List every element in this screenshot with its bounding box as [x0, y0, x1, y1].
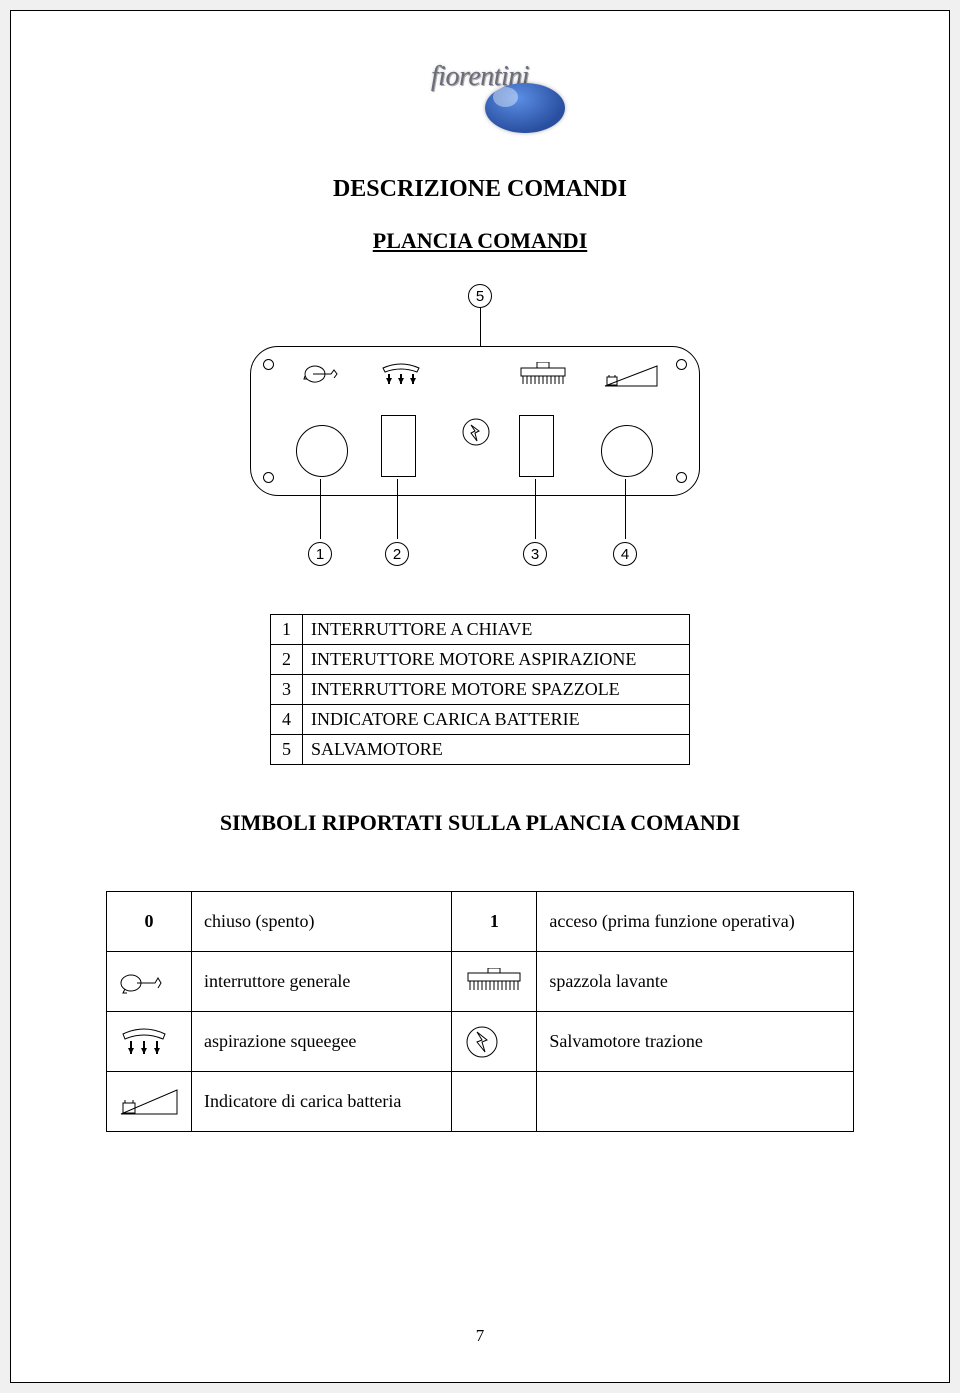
table-row: 5SALVAMOTORE — [271, 735, 690, 765]
button-4 — [601, 425, 653, 477]
battery-icon — [119, 1086, 179, 1118]
squeegee-icon — [119, 1026, 179, 1058]
symbol-cell — [107, 1072, 192, 1132]
callout-5: 5 — [468, 284, 492, 308]
battery-indicator-icon — [603, 362, 659, 390]
brush-icon — [464, 968, 524, 996]
symbol-cell — [452, 1012, 537, 1072]
row-label: INDICATORE CARICA BATTERIE — [303, 705, 690, 735]
control-panel — [250, 346, 700, 496]
table-row: interruttore generale spazzola lavante — [107, 952, 854, 1012]
symbol-cell — [452, 952, 537, 1012]
key-icon — [119, 967, 179, 997]
row-number: 4 — [271, 705, 303, 735]
controls-table: 1INTERRUTTORE A CHIAVE2INTERUTTORE MOTOR… — [270, 614, 690, 765]
squeegee-icon — [379, 362, 423, 388]
symbol-cell — [452, 1072, 537, 1132]
motor-icon — [461, 417, 491, 447]
document-page: fiorentini DESCRIZIONE COMANDI PLANCIA C… — [10, 10, 950, 1383]
symbol-cell — [107, 1012, 192, 1072]
symbol-label: Indicatore di carica batteria — [192, 1072, 452, 1132]
callout-1: 1 — [308, 542, 332, 566]
symbol-label — [537, 1072, 854, 1132]
brush-icon — [517, 362, 569, 388]
table-row: 4INDICATORE CARICA BATTERIE — [271, 705, 690, 735]
table-row: 2INTERUTTORE MOTORE ASPIRAZIONE — [271, 645, 690, 675]
symbol-cell: 0 — [107, 892, 192, 952]
section-title: SIMBOLI RIPORTATI SULLA PLANCIA COMANDI — [106, 810, 854, 836]
screw-icon — [263, 359, 274, 370]
symbol-label: interruttore generale — [192, 952, 452, 1012]
callout-4: 4 — [613, 542, 637, 566]
symbol-label: spazzola lavante — [537, 952, 854, 1012]
panel-diagram-inner: 5 — [215, 284, 745, 579]
symbols-table: 0chiuso (spento)1acceso (prima funzione … — [106, 891, 854, 1132]
row-label: INTERRUTTORE MOTORE SPAZZOLE — [303, 675, 690, 705]
motor-icon — [464, 1024, 524, 1060]
table-row: Indicatore di carica batteria — [107, 1072, 854, 1132]
row-label: INTERRUTTORE A CHIAVE — [303, 615, 690, 645]
row-label: SALVAMOTORE — [303, 735, 690, 765]
row-number: 3 — [271, 675, 303, 705]
fiorentini-logo: fiorentini — [385, 61, 575, 136]
panel-diagram: 5 — [106, 284, 854, 579]
symbol-label: chiuso (spento) — [192, 892, 452, 952]
screw-icon — [263, 472, 274, 483]
symbol-label: Salvamotore trazione — [537, 1012, 854, 1072]
table-row: 0chiuso (spento)1acceso (prima funzione … — [107, 892, 854, 952]
page-subtitle: PLANCIA COMANDI — [106, 228, 854, 254]
leader-1 — [320, 479, 321, 539]
leader-3 — [535, 479, 536, 539]
row-number: 5 — [271, 735, 303, 765]
logo-area: fiorentini — [106, 61, 854, 136]
button-2 — [381, 415, 416, 477]
callout-3: 3 — [523, 542, 547, 566]
row-label: INTERUTTORE MOTORE ASPIRAZIONE — [303, 645, 690, 675]
symbol-cell — [107, 952, 192, 1012]
page-title: DESCRIZIONE COMANDI — [106, 176, 854, 203]
page-number: 7 — [11, 1326, 949, 1346]
screw-icon — [676, 472, 687, 483]
key-icon — [303, 362, 339, 386]
globe-icon — [485, 83, 565, 133]
button-3 — [519, 415, 554, 477]
row-number: 1 — [271, 615, 303, 645]
button-1 — [296, 425, 348, 477]
leader-4 — [625, 479, 626, 539]
table-row: 1INTERRUTTORE A CHIAVE — [271, 615, 690, 645]
table-row: 3INTERRUTTORE MOTORE SPAZZOLE — [271, 675, 690, 705]
symbol-cell: 1 — [452, 892, 537, 952]
table-row: aspirazione squeegee Salvamotore trazione — [107, 1012, 854, 1072]
screw-icon — [676, 359, 687, 370]
row-number: 2 — [271, 645, 303, 675]
callout-2: 2 — [385, 542, 409, 566]
leader-2 — [397, 479, 398, 539]
symbol-label: acceso (prima funzione operativa) — [537, 892, 854, 952]
symbol-label: aspirazione squeegee — [192, 1012, 452, 1072]
